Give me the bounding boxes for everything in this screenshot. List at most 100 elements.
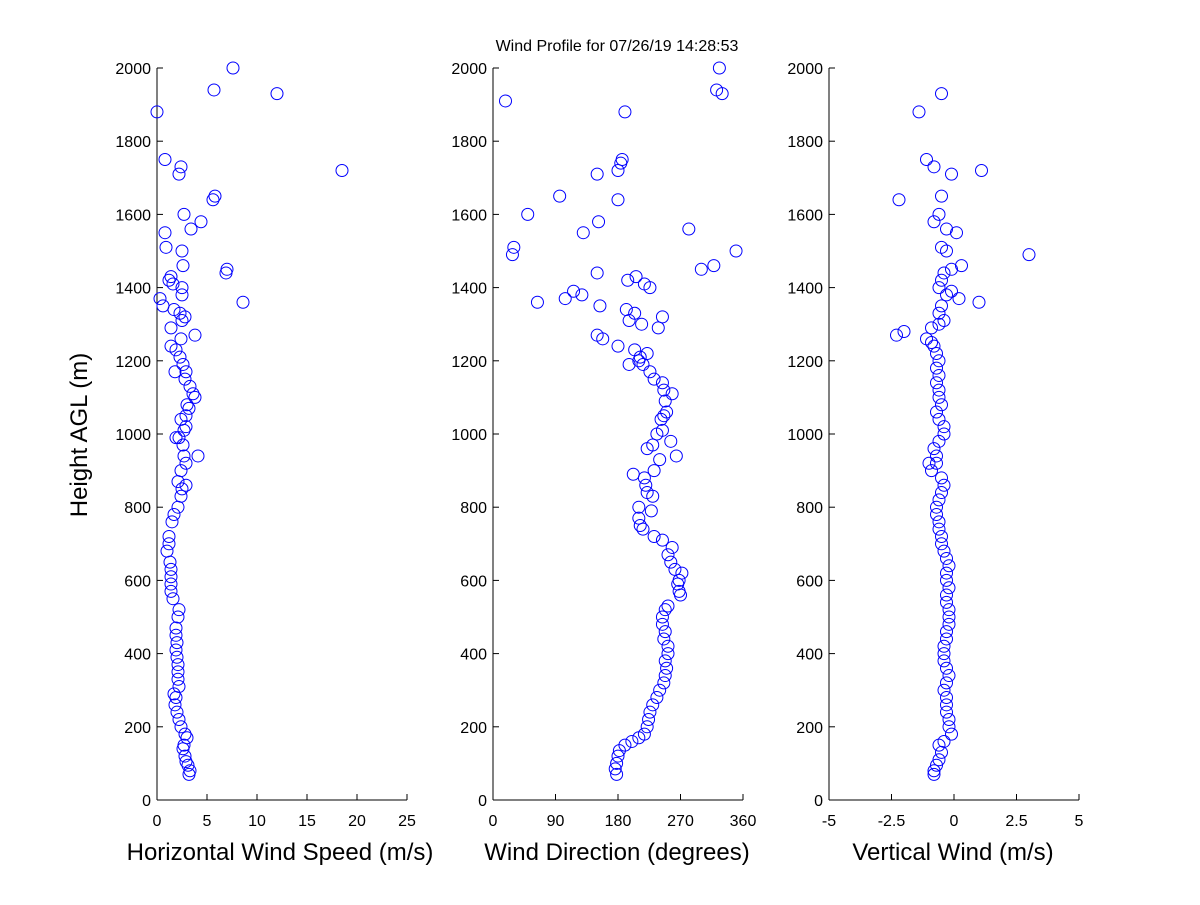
data-point bbox=[628, 306, 642, 320]
data-point bbox=[897, 325, 911, 339]
data-point bbox=[636, 522, 650, 536]
data-point bbox=[937, 544, 951, 558]
data-point bbox=[637, 277, 651, 291]
data-point bbox=[675, 566, 689, 580]
data-point bbox=[930, 361, 943, 375]
data-point bbox=[167, 303, 181, 317]
data-point bbox=[160, 544, 174, 558]
data-point bbox=[611, 749, 625, 763]
data-point bbox=[940, 698, 953, 712]
data-point bbox=[179, 478, 193, 492]
data-point bbox=[942, 581, 956, 595]
data-point bbox=[171, 610, 185, 624]
data-point bbox=[653, 453, 667, 467]
data-point bbox=[590, 328, 604, 342]
data-point bbox=[668, 562, 682, 576]
data-point bbox=[920, 153, 933, 166]
data-point bbox=[707, 259, 721, 273]
data-point bbox=[930, 758, 943, 772]
data-point bbox=[937, 314, 951, 328]
data-point bbox=[625, 734, 639, 748]
y-tick-label: 0 bbox=[814, 793, 823, 810]
data-point bbox=[168, 698, 182, 712]
data-point bbox=[170, 705, 184, 719]
data-point bbox=[179, 420, 193, 434]
y-axis-label: Height AGL (m) bbox=[66, 353, 93, 518]
data-point bbox=[174, 720, 188, 734]
data-point bbox=[892, 193, 906, 207]
data-point bbox=[940, 551, 953, 565]
data-point bbox=[657, 409, 671, 423]
data-point bbox=[935, 273, 948, 287]
x-tick-label: 90 bbox=[547, 813, 565, 830]
y-tick-label: 400 bbox=[460, 647, 487, 664]
data-point bbox=[164, 570, 178, 584]
data-point bbox=[621, 273, 635, 287]
data-point bbox=[167, 687, 181, 701]
data-point bbox=[171, 475, 185, 489]
data-point bbox=[610, 756, 624, 770]
data-point bbox=[162, 537, 176, 551]
data-point bbox=[168, 365, 182, 379]
data-point bbox=[171, 672, 185, 686]
data-point bbox=[935, 471, 948, 485]
data-point bbox=[925, 321, 938, 335]
data-point bbox=[170, 636, 184, 650]
data-point bbox=[179, 409, 193, 423]
data-point bbox=[169, 628, 183, 642]
data-point bbox=[163, 555, 177, 569]
data-point bbox=[940, 595, 953, 609]
data-point bbox=[188, 390, 202, 404]
data-point bbox=[164, 577, 178, 591]
data-point bbox=[164, 339, 178, 353]
y-tick-label: 1200 bbox=[115, 354, 151, 371]
data-point bbox=[940, 222, 953, 236]
data-point bbox=[633, 519, 647, 532]
data-point bbox=[642, 712, 656, 726]
y-tick-label: 0 bbox=[478, 793, 487, 810]
data-point bbox=[932, 753, 946, 767]
data-point bbox=[629, 270, 643, 284]
data-point bbox=[937, 647, 951, 661]
data-point bbox=[608, 762, 622, 776]
data-point bbox=[610, 767, 624, 781]
data-point bbox=[558, 292, 572, 306]
data-point bbox=[177, 207, 191, 221]
x-tick-label: -5 bbox=[822, 813, 836, 830]
data-point bbox=[937, 654, 951, 668]
data-point bbox=[173, 350, 187, 364]
data-point bbox=[940, 573, 953, 587]
data-point bbox=[158, 153, 172, 166]
data-point bbox=[172, 431, 186, 445]
y-tick-label: 2000 bbox=[787, 61, 823, 78]
x-tick-label: 0 bbox=[950, 813, 959, 830]
data-point bbox=[164, 584, 178, 598]
data-point bbox=[162, 529, 176, 543]
data-point bbox=[188, 328, 202, 342]
data-point bbox=[172, 167, 186, 181]
data-point bbox=[178, 727, 192, 741]
data-point bbox=[521, 207, 535, 221]
data-point bbox=[647, 529, 661, 543]
data-point bbox=[710, 83, 724, 97]
data-point bbox=[553, 189, 567, 203]
data-point bbox=[952, 292, 966, 306]
data-point bbox=[925, 464, 938, 478]
data-point bbox=[658, 394, 672, 408]
y-tick-label: 200 bbox=[460, 720, 487, 737]
data-point bbox=[655, 376, 669, 390]
y-tick-label: 2000 bbox=[115, 61, 151, 78]
data-point bbox=[171, 658, 185, 672]
panel-1: 0 200 400 600 800 1000 1200 1400 1600 1800 2000 0 5 1… bbox=[115, 61, 416, 830]
data-point bbox=[182, 401, 196, 415]
data-point bbox=[658, 654, 672, 668]
data-point bbox=[179, 365, 193, 379]
y-tick-label: 800 bbox=[796, 500, 823, 517]
data-point bbox=[208, 189, 222, 203]
data-point bbox=[932, 390, 946, 404]
data-point bbox=[166, 277, 180, 291]
data-point bbox=[164, 562, 178, 576]
data-point bbox=[955, 259, 968, 273]
data-point bbox=[940, 625, 953, 639]
data-point bbox=[712, 61, 726, 75]
